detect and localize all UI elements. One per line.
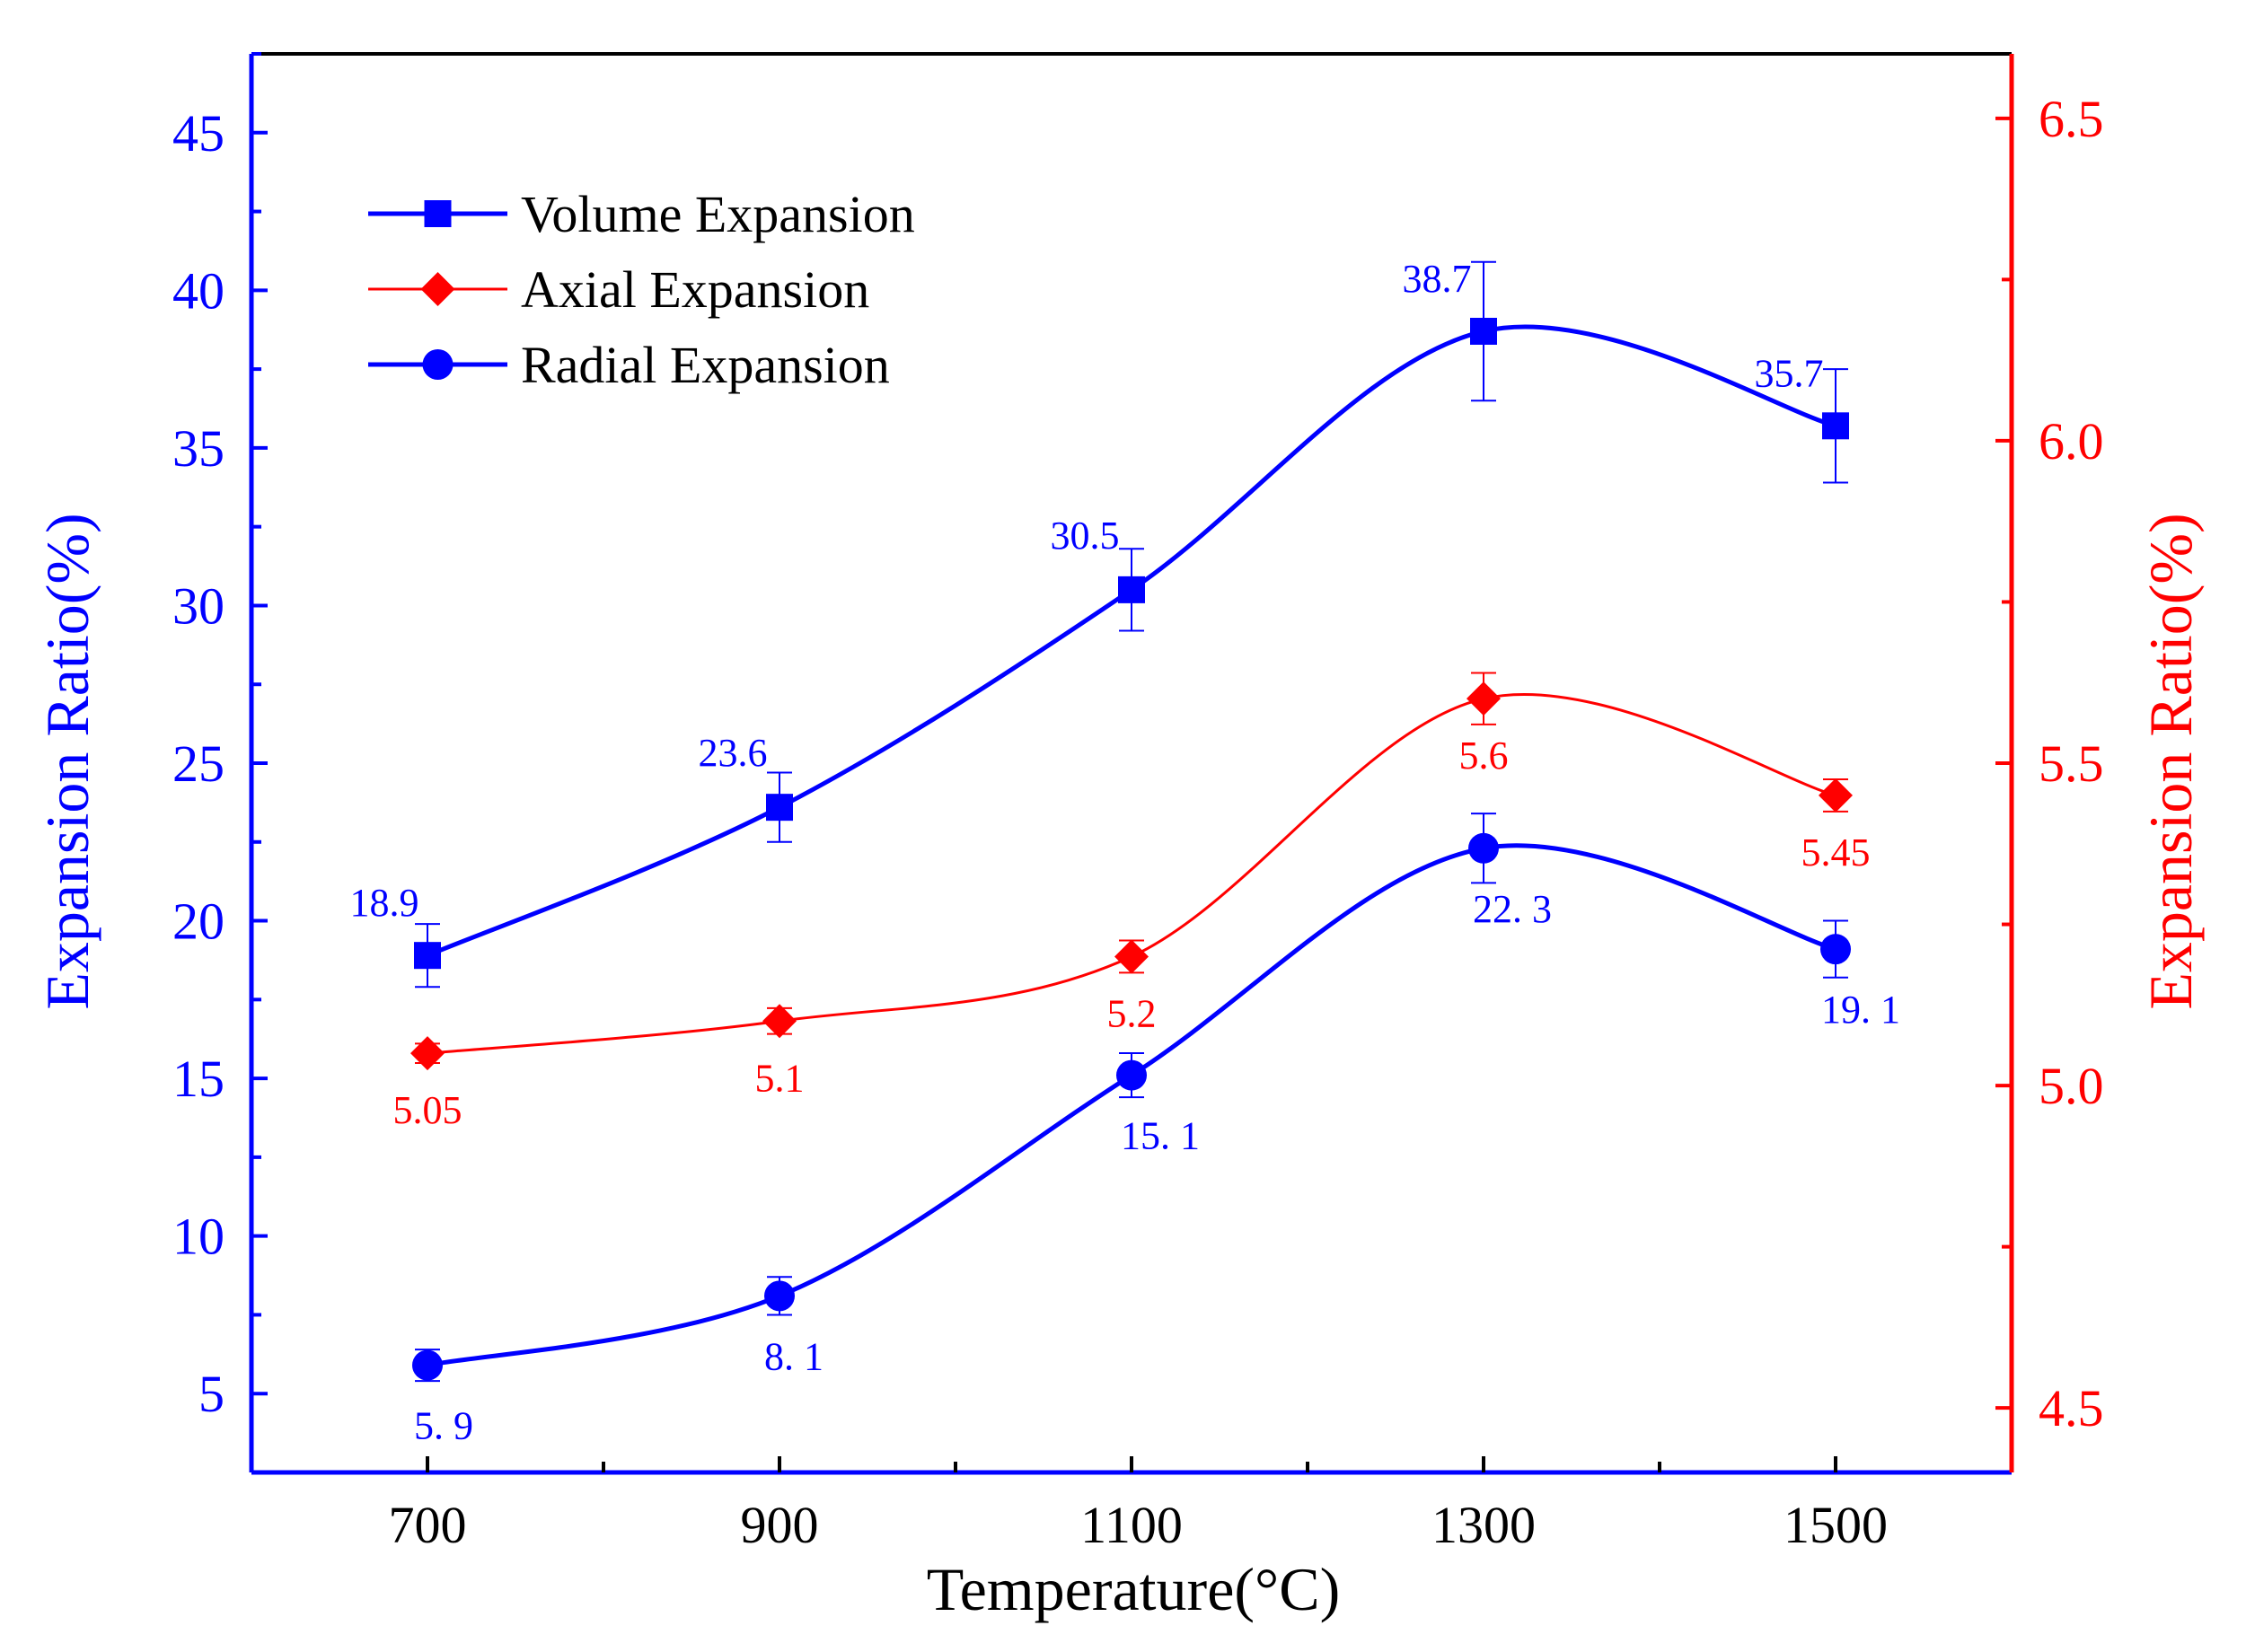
x-tick-label: 1100 — [1080, 1496, 1183, 1554]
y-left-tick-label: 30 — [172, 576, 225, 635]
y-left-tick-label: 40 — [172, 261, 225, 320]
legend-label-volume-expansion: Volume Expansion — [521, 185, 915, 243]
volume-expansion-point — [1470, 317, 1497, 345]
volume-expansion-point — [1822, 412, 1849, 440]
legend-marker-volume-expansion — [424, 200, 452, 227]
legend-marker-radial-expansion — [422, 349, 454, 380]
legend-marker-axial-expansion — [420, 272, 455, 306]
axial-expansion-point — [410, 1036, 445, 1071]
radial-expansion-point — [1468, 832, 1499, 864]
radial-expansion-point — [1116, 1059, 1147, 1091]
y-left-tick-label: 15 — [172, 1050, 225, 1108]
volume-expansion-data-label: 38.7 — [1403, 257, 1472, 301]
volume-expansion-data-label: 30.5 — [1051, 514, 1120, 558]
axial-expansion-data-label: 5.6 — [1459, 734, 1509, 778]
radial-expansion-point — [1820, 934, 1851, 965]
radial-expansion-data-label: 5. 9 — [414, 1404, 473, 1448]
axial-expansion-data-label: 5.05 — [393, 1088, 462, 1132]
volume-expansion-point — [1118, 576, 1145, 603]
x-tick-label: 1500 — [1784, 1496, 1888, 1554]
radial-expansion-point — [764, 1280, 795, 1312]
volume-expansion-data-label: 18.9 — [350, 881, 419, 925]
legend-label-axial-expansion: Axial Expansion — [521, 260, 869, 319]
y-right-tick-label: 4.5 — [2039, 1379, 2104, 1437]
y-left-tick-label: 5 — [198, 1365, 225, 1423]
y-right-tick-label: 5.5 — [2039, 734, 2104, 793]
x-tick-label: 900 — [741, 1496, 819, 1554]
axial-expansion-point — [1467, 681, 1501, 716]
radial-expansion-data-label: 15. 1 — [1121, 1114, 1200, 1158]
volume-expansion-line — [427, 324, 1836, 958]
volume-expansion-point — [414, 942, 441, 970]
volume-expansion-data-label: 23.6 — [699, 731, 768, 775]
y-right-tick-label: 6.0 — [2039, 412, 2104, 470]
axes-layer: 700 900 1100 1300 1500 5 10 15 20 25 30 35 40 45 4.5 5.… — [172, 52, 2104, 1554]
axial-expansion-data-label: 5.1 — [755, 1056, 805, 1100]
y-left-tick-label: 25 — [172, 734, 225, 793]
axial-expansion-data-label: 5.45 — [1801, 830, 1871, 874]
axial-expansion-data-label: 5.2 — [1107, 991, 1157, 1035]
radial-expansion-data-label: 22. 3 — [1473, 887, 1552, 931]
legend-label-radial-expansion: Radial Expansion — [521, 336, 890, 394]
radial-expansion-point — [412, 1349, 443, 1381]
y-left-tick-label: 20 — [172, 892, 225, 951]
plot-layer: 18.9 23.6 30.5 38.7 35.7 5.05 5.1 5.2 5.6 5.45 5. … — [350, 257, 1901, 1448]
axial-expansion-point — [1114, 939, 1149, 974]
radial-expansion-line — [427, 843, 1836, 1368]
y-axis-left-label: Expansion Ratio(%) — [33, 513, 101, 1009]
y-right-tick-label: 5.0 — [2039, 1057, 2104, 1115]
legend: Volume Expansion Axial Expansion Radial Ex… — [368, 185, 915, 394]
y-right-tick-label: 6.5 — [2039, 90, 2104, 148]
y-axis-right-label: Expansion Ratio(%) — [2136, 513, 2205, 1009]
y-left-tick-label: 35 — [172, 419, 225, 478]
radial-expansion-data-label: 19. 1 — [1821, 988, 1900, 1032]
volume-expansion-point — [766, 794, 793, 822]
y-left-tick-label: 10 — [172, 1208, 225, 1266]
x-tick-label: 1300 — [1431, 1496, 1536, 1554]
radial-expansion-data-label: 8. 1 — [764, 1334, 824, 1378]
x-tick-label: 700 — [389, 1496, 467, 1554]
axial-expansion-point — [1819, 778, 1853, 813]
volume-expansion-data-label: 35.7 — [1755, 351, 1824, 395]
x-axis-label: Temperature(°C) — [927, 1555, 1340, 1623]
y-left-tick-label: 45 — [172, 104, 225, 163]
axial-expansion-point — [762, 1004, 797, 1039]
